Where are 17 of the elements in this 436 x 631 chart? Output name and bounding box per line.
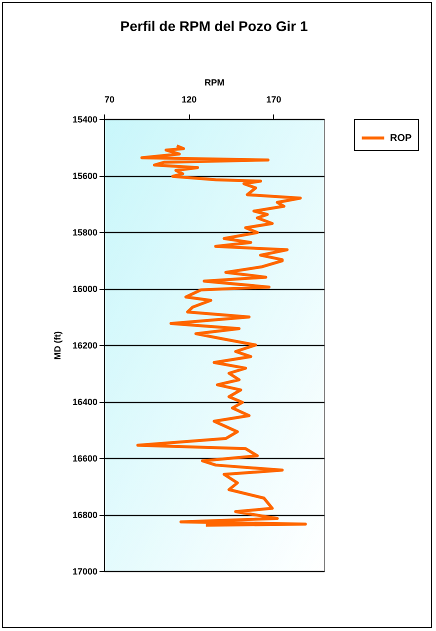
y-tick-label: 16200 [72, 340, 98, 350]
y-tick-label: 15800 [72, 228, 98, 238]
y-tick-label: 15400 [72, 114, 98, 124]
x-axis-title: RPM [204, 78, 224, 88]
x-tick-label: 70 [104, 94, 115, 104]
x-tick-label: 120 [182, 94, 197, 104]
y-tick-label: 16600 [72, 454, 98, 464]
y-tick-label: 16800 [72, 510, 98, 520]
chart-title: Perfil de RPM del Pozo Gir 1 [120, 18, 308, 34]
y-axis-title: MD (ft) [52, 331, 62, 360]
y-tick-label: 17000 [72, 566, 98, 576]
y-tick-label: 16000 [72, 284, 98, 294]
y-tick-label: 15600 [72, 171, 98, 181]
line-series [136, 144, 307, 527]
x-tick-label: 170 [266, 94, 282, 104]
y-tick-label: 16400 [72, 397, 98, 407]
legend-label: ROP [390, 133, 412, 144]
